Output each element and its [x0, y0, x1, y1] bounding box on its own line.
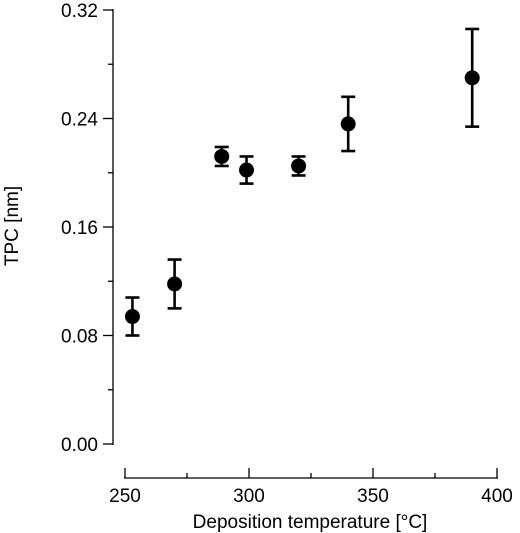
- x-axis-ticks: 250 300 350 400: [109, 468, 513, 507]
- x-tick-label: 300: [233, 486, 265, 507]
- y-tick-label: 0.16: [61, 218, 98, 239]
- y-axis-title: TPC [nm]: [2, 186, 23, 266]
- data-markers: [124, 70, 480, 325]
- data-point: [239, 162, 255, 178]
- axes: [112, 9, 498, 479]
- data-point: [464, 70, 480, 86]
- data-point: [214, 148, 230, 164]
- data-point: [124, 309, 140, 325]
- x-axis-title: Deposition temperature [°C]: [193, 512, 428, 533]
- x-tick-label: 250: [109, 486, 141, 507]
- data-point: [291, 158, 307, 174]
- x-tick-label: 400: [481, 486, 513, 507]
- y-axis-ticks: 0.00 0.08 0.16 0.24 0.32: [61, 1, 113, 456]
- y-tick-label: 0.24: [61, 110, 98, 131]
- y-tick-label: 0.08: [61, 327, 98, 348]
- data-point: [167, 276, 183, 292]
- x-tick-label: 350: [357, 486, 389, 507]
- y-tick-label: 0.32: [61, 1, 98, 22]
- data-point: [340, 116, 356, 132]
- y-tick-label: 0.00: [61, 435, 98, 456]
